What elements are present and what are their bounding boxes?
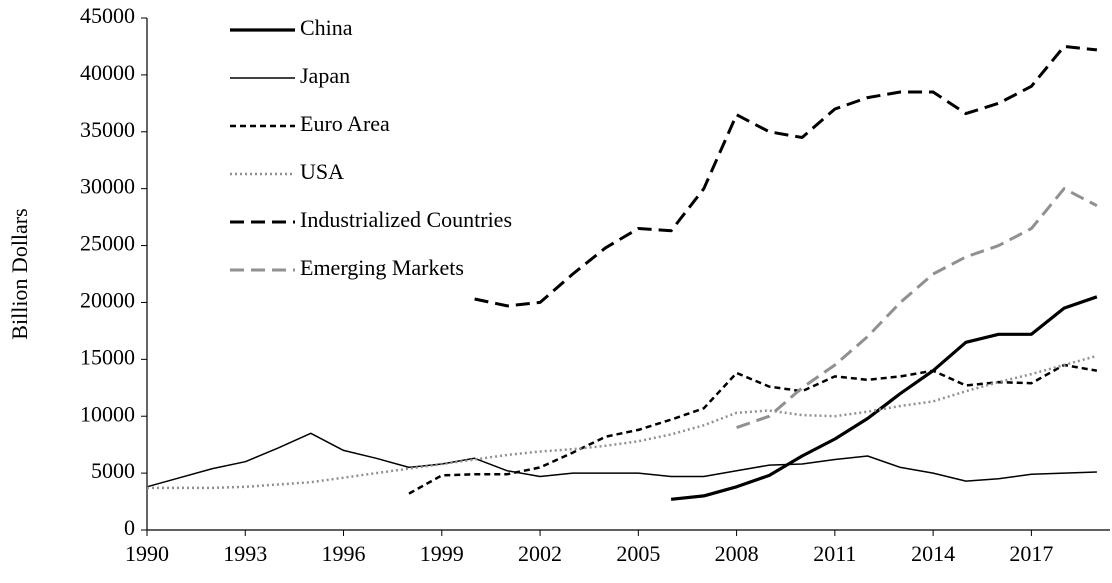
series-line	[147, 354, 1098, 490]
legend-label: Japan	[300, 63, 350, 88]
x-tick-label: 1990	[125, 541, 169, 566]
x-tick-label: 2002	[518, 541, 562, 566]
y-axis-label: Billion Dollars	[7, 208, 32, 339]
series-line	[408, 363, 1098, 495]
y-tick-label: 40000	[80, 60, 135, 85]
y-tick-label: 15000	[80, 344, 135, 369]
y-tick-label: 45000	[80, 3, 135, 28]
y-tick-label: 20000	[80, 287, 135, 312]
y-tick-label: 10000	[80, 401, 135, 426]
legend-label: Industrialized Countries	[300, 207, 512, 232]
y-tick-label: 30000	[80, 174, 135, 199]
x-tick-label: 2011	[813, 541, 856, 566]
x-tick-label: 2017	[1009, 541, 1053, 566]
y-tick-label: 25000	[80, 231, 135, 256]
y-tick-label: 5000	[91, 458, 135, 483]
x-tick-label: 1999	[420, 541, 464, 566]
y-tick-label: 35000	[80, 117, 135, 142]
legend-label: China	[300, 15, 353, 40]
legend-label: Emerging Markets	[300, 255, 464, 280]
legend-label: USA	[300, 159, 344, 184]
series-line	[146, 432, 1097, 488]
y-tick-label: 0	[124, 515, 135, 540]
series-line	[736, 187, 1098, 430]
x-tick-label: 1996	[322, 541, 366, 566]
series-line	[474, 44, 1098, 308]
series-line	[670, 295, 1098, 501]
x-tick-label: 2008	[715, 541, 759, 566]
legend-label: Euro Area	[300, 111, 390, 136]
x-tick-label: 2005	[616, 541, 660, 566]
x-tick-label: 1993	[223, 541, 267, 566]
x-tick-label: 2014	[911, 541, 955, 566]
